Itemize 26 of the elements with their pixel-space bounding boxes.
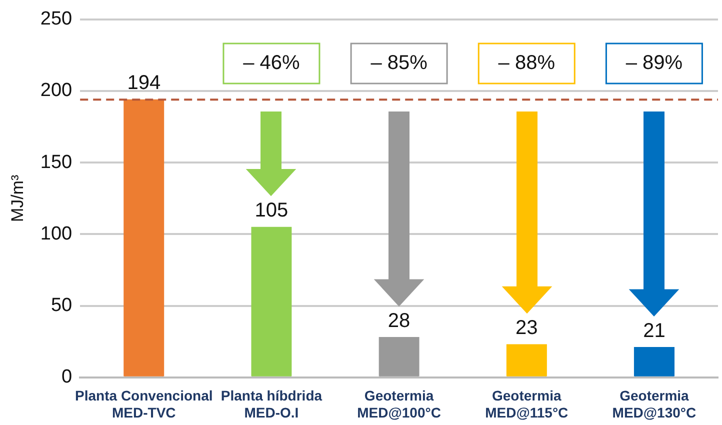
annotation: – 46% — [243, 52, 300, 74]
y-tick-label: 0 — [62, 366, 72, 388]
y-tick-label: 150 — [40, 152, 72, 173]
data-label: 21 — [643, 320, 666, 342]
x-tick-label: Geotermia MED@130°C — [612, 388, 696, 420]
bar — [378, 336, 420, 376]
data-label: 23 — [516, 316, 538, 339]
x-tick-label: Geotermia MED@100°C — [357, 388, 441, 420]
y-axis-title: MJ/m³ — [8, 174, 27, 222]
bar — [634, 347, 675, 376]
data-label: 105 — [254, 200, 288, 222]
y-tick-label: 200 — [40, 80, 72, 102]
data-label: 28 — [388, 310, 410, 332]
x-tick-label: Planta híbdrida MED-O.I — [220, 388, 322, 420]
bar — [124, 99, 164, 376]
bar — [251, 226, 292, 376]
annotation: – 85% — [370, 52, 428, 74]
annotation: – 89% — [626, 52, 683, 74]
annotation: – 88% — [498, 52, 556, 74]
bar — [506, 344, 547, 376]
x-tick-label: Planta Convencional MED-TVC — [75, 388, 213, 420]
y-tick-label: 50 — [50, 295, 72, 316]
y-tick-label: 100 — [40, 223, 72, 244]
x-tick-label: Geotermia MED@115°C — [485, 388, 568, 420]
y-tick-label: 250 — [40, 8, 72, 30]
data-label: 194 — [127, 72, 161, 94]
